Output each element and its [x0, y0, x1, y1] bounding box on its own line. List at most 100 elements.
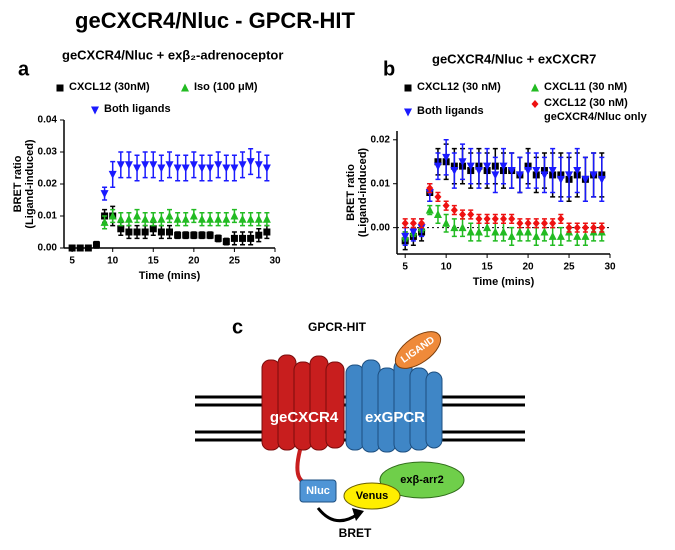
legend-label: Iso (100 μM) — [194, 81, 258, 93]
y-tick-label: 0.02 — [371, 134, 391, 145]
legend-label: CXCL12 (30 nM) geCXCR4/Nluc only — [544, 97, 647, 123]
marker — [573, 167, 582, 176]
marker — [189, 161, 198, 170]
marker — [214, 214, 223, 223]
marker — [409, 228, 418, 237]
marker — [483, 223, 492, 232]
marker — [149, 214, 158, 223]
marker — [84, 244, 92, 252]
marker — [157, 164, 166, 173]
marker — [238, 214, 247, 223]
marker — [466, 227, 475, 236]
marker — [230, 211, 239, 220]
x-tick-label: 15 — [482, 262, 494, 273]
marker — [573, 223, 581, 232]
marker — [246, 214, 255, 223]
x-tick-label: 25 — [229, 256, 241, 267]
marker — [262, 164, 271, 173]
legend-entry: CXCL12 (30 nM) geCXCR4/Nluc only — [544, 97, 647, 123]
marker — [238, 161, 247, 170]
marker — [166, 228, 173, 236]
marker — [548, 167, 557, 176]
marker — [434, 192, 442, 201]
marker — [581, 223, 589, 232]
legend-label: CXCL11 (30 nM) — [544, 81, 628, 93]
marker — [230, 164, 239, 173]
marker — [450, 167, 459, 176]
marker — [565, 171, 574, 180]
marker — [181, 164, 190, 173]
marker — [108, 211, 117, 220]
y-axis-label: BRET ratio — [12, 155, 24, 212]
marker — [450, 223, 459, 232]
receptor-2-label: exGPCR — [365, 409, 425, 426]
marker — [247, 234, 255, 242]
marker — [182, 231, 190, 239]
marker — [116, 161, 125, 170]
marker — [467, 210, 475, 219]
marker — [198, 231, 206, 239]
legend-entry: CXCL12 (30nM) — [69, 81, 150, 93]
marker — [589, 171, 598, 180]
marker — [222, 214, 231, 223]
marker — [418, 219, 426, 228]
marker — [540, 227, 549, 236]
marker — [92, 241, 100, 249]
acceptor-label: Venus — [356, 490, 388, 502]
marker — [532, 219, 540, 228]
legend-label: CXCL12 (30nM) — [69, 81, 150, 93]
series — [100, 148, 271, 201]
y-tick-label: 0.01 — [38, 211, 58, 222]
panel-label: b — [383, 58, 395, 80]
marker — [548, 231, 557, 240]
marker — [206, 214, 215, 223]
x-tick-label: 10 — [107, 256, 119, 267]
marker — [426, 184, 434, 193]
marker — [401, 219, 409, 228]
legend-marker — [404, 84, 412, 92]
marker — [401, 232, 410, 241]
marker — [500, 214, 507, 223]
donor-shape — [299, 479, 337, 503]
marker — [173, 214, 182, 223]
marker — [174, 231, 182, 239]
marker — [491, 171, 500, 180]
figure-title: geCXCR4/Nluc - GPCR-HIT — [75, 8, 355, 33]
y-tick-label: 0.04 — [38, 115, 58, 126]
marker — [540, 171, 549, 180]
marker — [190, 231, 198, 239]
ligand-shape — [394, 331, 442, 369]
marker — [474, 167, 483, 176]
chart-title: geCXCR4/Nluc + exβ₂-adrenoceptor — [62, 47, 283, 62]
marker — [549, 219, 557, 228]
x-tick-label: 5 — [69, 256, 75, 267]
marker — [197, 164, 206, 173]
legend-marker — [91, 106, 99, 115]
marker — [425, 205, 434, 214]
y-tick-label: 0.03 — [38, 147, 58, 158]
legend-entry: CXCL12 (30 nM) — [417, 81, 501, 93]
arrestin-shape — [379, 461, 465, 499]
marker — [133, 228, 141, 236]
legend-entry: Both ligands — [104, 103, 171, 115]
legend-marker — [56, 84, 64, 92]
marker — [76, 244, 84, 252]
marker — [214, 234, 222, 242]
marker — [524, 167, 533, 176]
marker — [141, 228, 149, 236]
legend-label: CXCL12 (30 nM) — [417, 81, 501, 93]
receptor-red — [261, 354, 345, 486]
marker — [262, 214, 271, 223]
marker — [540, 219, 548, 228]
acceptor-shape — [343, 482, 401, 510]
marker — [100, 217, 109, 226]
x-tick-label: 20 — [188, 256, 200, 267]
y-tick-label: 0.00 — [38, 243, 58, 254]
marker — [263, 228, 271, 236]
marker — [197, 214, 206, 223]
marker — [116, 214, 125, 223]
x-tick-label: 5 — [402, 262, 408, 273]
marker — [491, 227, 500, 236]
legend-marker — [181, 83, 189, 92]
marker — [100, 190, 109, 199]
